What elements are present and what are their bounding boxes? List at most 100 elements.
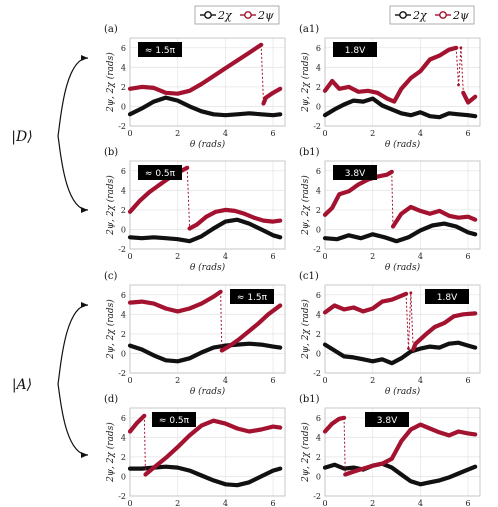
series-psi-point xyxy=(204,215,208,219)
series-chi-point xyxy=(128,112,132,116)
series-chi-point xyxy=(259,228,263,231)
series-psi-point xyxy=(220,349,224,352)
series-chi-point xyxy=(407,235,410,239)
y-axis-label: 2ψ, 2χ (rads) xyxy=(105,299,116,360)
series-chi-point xyxy=(438,115,441,119)
series-psi-line xyxy=(261,86,283,106)
x-tick-label: 2 xyxy=(175,376,180,385)
series-psi-point xyxy=(323,430,327,433)
series-chi-point xyxy=(164,465,168,469)
legend-entry-label: 2ψ xyxy=(452,9,469,22)
series-chi-point xyxy=(352,355,356,359)
series-chi-point xyxy=(176,237,180,241)
series-chi-point xyxy=(333,463,336,467)
series-psi-point xyxy=(447,48,451,52)
y-tick-label: 0 xyxy=(316,472,321,481)
series-psi-point xyxy=(390,170,394,174)
series-chi-point xyxy=(352,466,356,470)
annotation-badge-text: 3.8V xyxy=(377,416,398,426)
series-psi-point xyxy=(390,298,394,302)
series-chi-point xyxy=(247,480,251,484)
series-chi-point xyxy=(247,222,251,225)
y-tick-label: 4 xyxy=(316,310,321,319)
series-chi-point xyxy=(333,107,336,111)
series-psi-point xyxy=(411,348,415,351)
series-chi-point xyxy=(323,236,327,240)
x-tick-label: 0 xyxy=(322,376,327,385)
series-psi-point xyxy=(404,292,408,296)
series-psi-point xyxy=(466,215,470,219)
series-psi-point xyxy=(409,428,413,431)
y-tick-label: 4 xyxy=(121,63,126,72)
legend-box xyxy=(194,5,280,25)
series-psi-point xyxy=(223,422,227,426)
series-psi-point xyxy=(212,74,215,78)
y-axis-label: 2ψ, 2χ (rads) xyxy=(300,422,311,483)
series-psi-point xyxy=(243,212,246,216)
series-psi-point xyxy=(337,87,341,91)
series-psi-point xyxy=(473,433,477,436)
series-psi-point xyxy=(330,206,334,210)
legend-marker xyxy=(439,11,447,19)
series-psi-point xyxy=(399,294,403,298)
x-axis-label: θ (rads) xyxy=(385,386,421,397)
series-chi-line xyxy=(322,340,478,366)
series-psi-point xyxy=(407,347,410,350)
arrow-head-icon xyxy=(81,452,88,458)
x-tick-label: 0 xyxy=(322,129,327,138)
series-psi-point xyxy=(128,430,132,433)
panel-label: (c1) xyxy=(299,271,319,282)
series-chi-point xyxy=(418,347,422,350)
series-chi-point xyxy=(457,341,460,345)
series-chi-point xyxy=(152,100,156,103)
panel-label: (a) xyxy=(104,24,118,35)
series-chi-point xyxy=(447,476,451,479)
series-chi-point xyxy=(176,99,180,102)
annotation-badge xyxy=(138,165,182,180)
series-psi-point xyxy=(147,190,151,194)
series-chi-point xyxy=(140,467,144,471)
series-chi-point xyxy=(428,114,432,118)
series-psi-point xyxy=(466,432,470,435)
x-tick-label: 6 xyxy=(271,252,276,261)
series-chi-point xyxy=(438,478,441,482)
series-psi-point xyxy=(418,69,422,73)
series-psi-point xyxy=(212,419,215,423)
panel-label: (c) xyxy=(104,271,118,282)
series-chi-point xyxy=(212,227,215,230)
series-psi-point xyxy=(457,83,460,87)
x-tick-label: 0 xyxy=(127,129,132,138)
series-psi-point xyxy=(200,82,203,86)
annotation-badge xyxy=(152,412,196,427)
wrap-jump-line xyxy=(260,44,265,104)
series-chi-point xyxy=(152,354,156,357)
y-tick-label: 0 xyxy=(316,349,321,358)
series-psi-point xyxy=(330,79,334,83)
series-psi-point xyxy=(447,433,451,437)
y-tick-label: 6 xyxy=(316,291,321,300)
series-chi-point xyxy=(473,346,477,349)
x-tick-label: 2 xyxy=(370,129,375,138)
y-tick-label: 0 xyxy=(316,225,321,234)
x-tick-label: 2 xyxy=(175,129,180,138)
series-psi-point xyxy=(433,325,437,329)
legend-entry-label: 2ψ xyxy=(257,9,274,22)
x-tick-label: 2 xyxy=(370,499,375,507)
series-psi-point xyxy=(262,102,265,105)
series-psi-point xyxy=(140,85,144,89)
series-chi-point xyxy=(371,97,375,101)
series-chi-point xyxy=(383,235,387,239)
series-psi-point xyxy=(390,457,394,461)
series-chi-point xyxy=(380,357,384,361)
brace-curve xyxy=(57,304,89,456)
x-tick-label: 6 xyxy=(271,376,276,385)
series-chi-point xyxy=(188,105,192,108)
series-psi-point xyxy=(259,428,263,431)
y-tick-label: -2 xyxy=(118,245,126,254)
series-chi-point xyxy=(140,236,144,240)
series-chi-point xyxy=(380,104,384,107)
series-chi-line xyxy=(322,221,478,244)
x-tick-label: 6 xyxy=(466,376,471,385)
